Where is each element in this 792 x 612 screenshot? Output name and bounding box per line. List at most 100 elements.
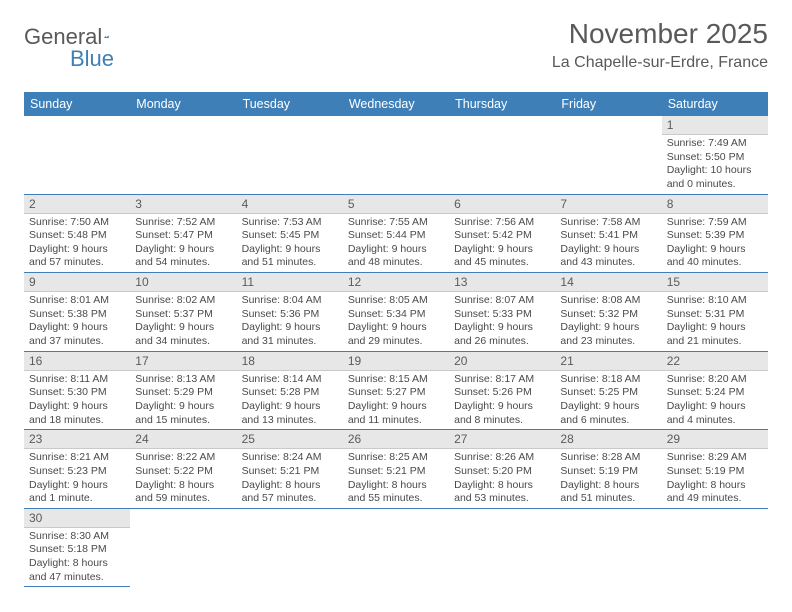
- sunset-text: Sunset: 5:30 PM: [29, 386, 125, 400]
- sunset-text: Sunset: 5:38 PM: [29, 308, 125, 322]
- day-number: 5: [343, 195, 449, 214]
- calendar-cell: [130, 508, 236, 587]
- calendar-cell: 4Sunrise: 7:53 AMSunset: 5:45 PMDaylight…: [237, 194, 343, 273]
- calendar-week-row: 2Sunrise: 7:50 AMSunset: 5:48 PMDaylight…: [24, 194, 768, 273]
- sunrise-text: Sunrise: 8:28 AM: [560, 451, 656, 465]
- day-data: Sunrise: 7:56 AMSunset: 5:42 PMDaylight:…: [449, 214, 555, 273]
- calendar-cell: [343, 508, 449, 587]
- calendar-cell: 15Sunrise: 8:10 AMSunset: 5:31 PMDayligh…: [662, 273, 768, 352]
- sunset-text: Sunset: 5:19 PM: [560, 465, 656, 479]
- day-number: 10: [130, 273, 236, 292]
- day-number: 8: [662, 195, 768, 214]
- calendar-cell: 22Sunrise: 8:20 AMSunset: 5:24 PMDayligh…: [662, 351, 768, 430]
- day-data: Sunrise: 8:08 AMSunset: 5:32 PMDaylight:…: [555, 292, 661, 351]
- day-data: Sunrise: 8:28 AMSunset: 5:19 PMDaylight:…: [555, 449, 661, 508]
- sunset-text: Sunset: 5:37 PM: [135, 308, 231, 322]
- daylight-text: Daylight: 10 hours and 0 minutes.: [667, 164, 763, 191]
- weekday-header: Saturday: [662, 92, 768, 116]
- calendar-cell: [343, 116, 449, 194]
- calendar-cell: [449, 116, 555, 194]
- daylight-text: Daylight: 9 hours and 45 minutes.: [454, 243, 550, 270]
- sunset-text: Sunset: 5:27 PM: [348, 386, 444, 400]
- day-data: Sunrise: 8:24 AMSunset: 5:21 PMDaylight:…: [237, 449, 343, 508]
- month-title: November 2025: [552, 18, 768, 50]
- sunset-text: Sunset: 5:20 PM: [454, 465, 550, 479]
- calendar-cell: [555, 508, 661, 587]
- calendar-cell: 12 Sunrise: 8:05 AMSunset: 5:34 PMDayligh…: [343, 273, 449, 352]
- weekday-header: Monday: [130, 92, 236, 116]
- daylight-text: Daylight: 9 hours and 23 minutes.: [560, 321, 656, 348]
- day-number: 4: [237, 195, 343, 214]
- day-data: Sunrise: 7:53 AMSunset: 5:45 PMDaylight:…: [237, 214, 343, 273]
- daylight-text: Daylight: 9 hours and 29 minutes.: [348, 321, 444, 348]
- day-data: Sunrise: 7:59 AMSunset: 5:39 PMDaylight:…: [662, 214, 768, 273]
- sunset-text: Sunset: 5:23 PM: [29, 465, 125, 479]
- calendar-cell: 6Sunrise: 7:56 AMSunset: 5:42 PMDaylight…: [449, 194, 555, 273]
- calendar-cell: 8Sunrise: 7:59 AMSunset: 5:39 PMDaylight…: [662, 194, 768, 273]
- calendar-cell: 19Sunrise: 8:15 AMSunset: 5:27 PMDayligh…: [343, 351, 449, 430]
- calendar-cell: 3Sunrise: 7:52 AMSunset: 5:47 PMDaylight…: [130, 194, 236, 273]
- day-data: Sunrise: 8:10 AMSunset: 5:31 PMDaylight:…: [662, 292, 768, 351]
- calendar-cell: 28Sunrise: 8:28 AMSunset: 5:19 PMDayligh…: [555, 430, 661, 509]
- sunrise-text: Sunrise: 8:15 AM: [348, 373, 444, 387]
- daylight-text: Daylight: 8 hours and 57 minutes.: [242, 479, 338, 506]
- sunrise-text: Sunrise: 7:52 AM: [135, 216, 231, 230]
- day-number: 15: [662, 273, 768, 292]
- calendar-cell: 27Sunrise: 8:26 AMSunset: 5:20 PMDayligh…: [449, 430, 555, 509]
- sunrise-text: Sunrise: 8:17 AM: [454, 373, 550, 387]
- sunset-text: Sunset: 5:34 PM: [348, 308, 444, 322]
- day-data: Sunrise: 8:02 AMSunset: 5:37 PMDaylight:…: [130, 292, 236, 351]
- daylight-text: Daylight: 9 hours and 57 minutes.: [29, 243, 125, 270]
- sunrise-text: Sunrise: 8:26 AM: [454, 451, 550, 465]
- weekday-header: Sunday: [24, 92, 130, 116]
- sunrise-text: Sunrise: 8:21 AM: [29, 451, 125, 465]
- sunrise-text: Sunrise: 8:08 AM: [560, 294, 656, 308]
- day-data: Sunrise: 8:25 AMSunset: 5:21 PMDaylight:…: [343, 449, 449, 508]
- day-number: 17: [130, 352, 236, 371]
- day-data: Sunrise: 7:50 AMSunset: 5:48 PMDaylight:…: [24, 214, 130, 273]
- daylight-text: Daylight: 8 hours and 59 minutes.: [135, 479, 231, 506]
- daylight-text: Daylight: 8 hours and 53 minutes.: [454, 479, 550, 506]
- calendar-cell: [237, 508, 343, 587]
- calendar-cell: [24, 116, 130, 194]
- calendar-week-row: 23Sunrise: 8:21 AMSunset: 5:23 PMDayligh…: [24, 430, 768, 509]
- daylight-text: Daylight: 9 hours and 34 minutes.: [135, 321, 231, 348]
- daylight-text: Daylight: 9 hours and 21 minutes.: [667, 321, 763, 348]
- calendar-cell: 17Sunrise: 8:13 AMSunset: 5:29 PMDayligh…: [130, 351, 236, 430]
- calendar-cell: 18Sunrise: 8:14 AMSunset: 5:28 PMDayligh…: [237, 351, 343, 430]
- day-number: 13: [449, 273, 555, 292]
- daylight-text: Daylight: 9 hours and 8 minutes.: [454, 400, 550, 427]
- day-data: Sunrise: 8:15 AMSunset: 5:27 PMDaylight:…: [343, 371, 449, 430]
- sunset-text: Sunset: 5:22 PM: [135, 465, 231, 479]
- day-number: 14: [555, 273, 661, 292]
- calendar-cell: 29Sunrise: 8:29 AMSunset: 5:19 PMDayligh…: [662, 430, 768, 509]
- sunrise-text: Sunrise: 8:02 AM: [135, 294, 231, 308]
- day-data: Sunrise: 8:20 AMSunset: 5:24 PMDaylight:…: [662, 371, 768, 430]
- calendar-cell: 1Sunrise: 7:49 AMSunset: 5:50 PMDaylight…: [662, 116, 768, 194]
- calendar-cell: [662, 508, 768, 587]
- daylight-text: Daylight: 9 hours and 6 minutes.: [560, 400, 656, 427]
- sunset-text: Sunset: 5:32 PM: [560, 308, 656, 322]
- sunrise-text: Sunrise: 7:55 AM: [348, 216, 444, 230]
- day-data: Sunrise: 8:30 AMSunset: 5:18 PMDaylight:…: [24, 528, 130, 587]
- weekday-header: Tuesday: [237, 92, 343, 116]
- sunset-text: Sunset: 5:31 PM: [667, 308, 763, 322]
- day-data: Sunrise: 7:55 AMSunset: 5:44 PMDaylight:…: [343, 214, 449, 273]
- sunrise-text: Sunrise: 7:50 AM: [29, 216, 125, 230]
- sunrise-text: Sunrise: 8:04 AM: [242, 294, 338, 308]
- daylight-text: Daylight: 8 hours and 51 minutes.: [560, 479, 656, 506]
- sunset-text: Sunset: 5:44 PM: [348, 229, 444, 243]
- day-number: 12: [343, 273, 449, 292]
- sunset-text: Sunset: 5:45 PM: [242, 229, 338, 243]
- sunset-text: Sunset: 5:39 PM: [667, 229, 763, 243]
- sunrise-text: Sunrise: 8:05 AM: [348, 294, 444, 308]
- calendar-cell: 14Sunrise: 8:08 AMSunset: 5:32 PMDayligh…: [555, 273, 661, 352]
- weekday-header-row: Sunday Monday Tuesday Wednesday Thursday…: [24, 92, 768, 116]
- calendar-cell: 25Sunrise: 8:24 AMSunset: 5:21 PMDayligh…: [237, 430, 343, 509]
- calendar-week-row: 30Sunrise: 8:30 AMSunset: 5:18 PMDayligh…: [24, 508, 768, 587]
- day-data: Sunrise: 8:04 AMSunset: 5:36 PMDaylight:…: [237, 292, 343, 351]
- weekday-header: Thursday: [449, 92, 555, 116]
- sunset-text: Sunset: 5:18 PM: [29, 543, 125, 557]
- weekday-header: Wednesday: [343, 92, 449, 116]
- calendar-cell: 10Sunrise: 8:02 AMSunset: 5:37 PMDayligh…: [130, 273, 236, 352]
